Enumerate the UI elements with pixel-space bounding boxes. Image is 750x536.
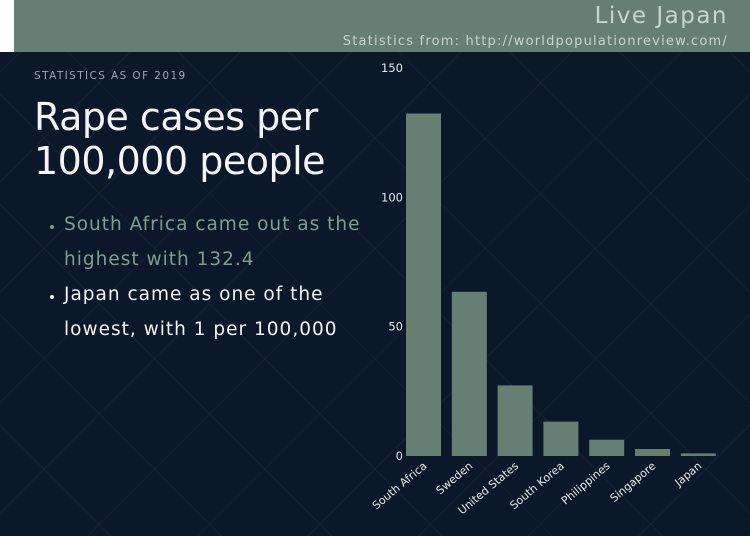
bar <box>680 453 716 456</box>
bar-series <box>406 113 716 456</box>
brand-title: Live Japan <box>594 3 728 29</box>
y-tick-label: 150 <box>381 61 403 75</box>
page-title: Rape cases per 100,000 people <box>34 95 326 183</box>
content-panel <box>0 52 750 536</box>
y-axis: 0 50 100 150 <box>381 61 403 463</box>
x-tick-label: Singapore <box>608 459 659 505</box>
x-tick-label: Japan <box>672 459 705 489</box>
finding-lowest: Japan came as one of the lowest, with 1 … <box>64 277 374 347</box>
bar <box>589 439 625 456</box>
key-findings-list: South Africa came out as the highest wit… <box>44 207 374 347</box>
y-tick-label: 0 <box>396 449 403 463</box>
y-tick-label: 50 <box>388 320 403 334</box>
bar <box>543 421 579 456</box>
header-banner: Live Japan Statistics from: http://world… <box>14 0 750 52</box>
bar <box>497 385 533 456</box>
finding-highest: South Africa came out as the highest wit… <box>64 207 374 277</box>
source-citation: Statistics from: http://worldpopulationr… <box>342 34 728 49</box>
x-tick-label: South Africa <box>370 459 430 512</box>
x-tick-label: Sweden <box>434 459 476 497</box>
statistics-date-label: STATISTICS AS OF 2019 <box>34 70 187 82</box>
y-tick-label: 100 <box>381 190 403 204</box>
bar <box>635 449 670 456</box>
x-tick-label: Philippines <box>559 459 613 507</box>
bar <box>406 113 441 456</box>
bar <box>451 291 487 456</box>
